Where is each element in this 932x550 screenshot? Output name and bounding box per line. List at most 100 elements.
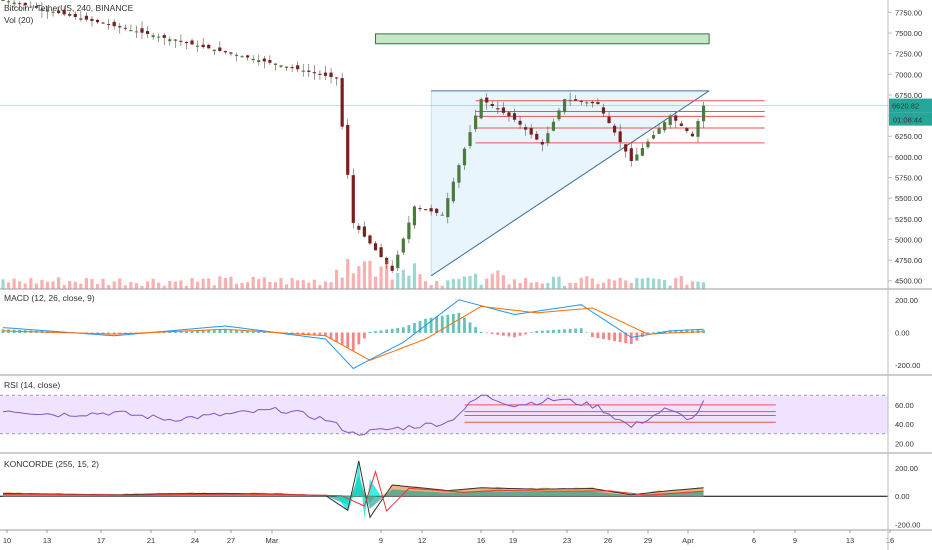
candle[interactable]: [696, 120, 700, 137]
candle[interactable]: [646, 141, 650, 148]
candle[interactable]: [468, 132, 472, 147]
candle[interactable]: [268, 60, 272, 63]
candle[interactable]: [407, 222, 411, 240]
candle[interactable]: [112, 21, 116, 27]
price-pane[interactable]: 4500.00 4750.00 5000.00 5250.00 5500.00 5750.…: [0, 0, 932, 289]
candle[interactable]: [229, 52, 233, 54]
candle[interactable]: [168, 39, 172, 42]
candle[interactable]: [557, 110, 561, 120]
candle[interactable]: [357, 225, 361, 230]
candle[interactable]: [201, 44, 205, 48]
candle[interactable]: [246, 55, 250, 58]
candle[interactable]: [546, 133, 550, 143]
candle[interactable]: [129, 30, 133, 32]
candle[interactable]: [251, 58, 255, 61]
candle[interactable]: [84, 15, 88, 20]
candle[interactable]: [307, 70, 311, 72]
candle[interactable]: [385, 257, 389, 264]
candle[interactable]: [701, 105, 706, 122]
candle[interactable]: [474, 115, 478, 130]
candle[interactable]: [479, 99, 483, 119]
candle[interactable]: [296, 65, 300, 70]
candle[interactable]: [651, 135, 656, 139]
candle[interactable]: [312, 72, 316, 74]
candle[interactable]: [624, 144, 628, 152]
candle[interactable]: [257, 60, 261, 63]
candle[interactable]: [657, 128, 661, 134]
candle[interactable]: [462, 148, 467, 166]
candle[interactable]: [390, 265, 394, 271]
candle[interactable]: [401, 238, 405, 253]
candle[interactable]: [496, 108, 500, 110]
candle[interactable]: [585, 102, 589, 104]
candle[interactable]: [601, 107, 606, 114]
candle[interactable]: [173, 39, 177, 41]
candle[interactable]: [134, 31, 139, 33]
candle[interactable]: [273, 63, 278, 65]
candle[interactable]: [179, 40, 183, 42]
candle[interactable]: [218, 47, 222, 51]
candle[interactable]: [663, 122, 667, 131]
candle[interactable]: [574, 99, 578, 101]
candle[interactable]: [301, 70, 305, 72]
koncorde-pane[interactable]: 200.00 0.00 -200.00: [0, 460, 920, 529]
candle[interactable]: [440, 214, 444, 216]
candle[interactable]: [685, 128, 689, 132]
candle[interactable]: [1, 0, 5, 1]
candle[interactable]: [551, 121, 556, 131]
candle[interactable]: [12, 2, 16, 5]
koncorde-ma-line[interactable]: [3, 469, 704, 512]
candle[interactable]: [101, 22, 105, 24]
candle[interactable]: [418, 208, 422, 210]
candle[interactable]: [240, 56, 244, 58]
candle[interactable]: [51, 11, 55, 13]
candle[interactable]: [368, 235, 372, 244]
candle[interactable]: [45, 10, 50, 12]
candle[interactable]: [396, 254, 400, 269]
supply-zone[interactable]: [375, 33, 710, 45]
candle[interactable]: [518, 120, 522, 125]
candle[interactable]: [674, 115, 678, 121]
candle[interactable]: [290, 67, 294, 69]
candle[interactable]: [429, 208, 433, 212]
rsi-pane[interactable]: 60.00 40.00 20.00: [0, 394, 914, 448]
rsi-line[interactable]: [2, 394, 705, 436]
candle[interactable]: [329, 72, 333, 78]
candle[interactable]: [145, 31, 150, 34]
candle[interactable]: [318, 73, 322, 75]
candle[interactable]: [379, 247, 383, 258]
candle[interactable]: [507, 112, 511, 117]
candle[interactable]: [579, 100, 583, 102]
candle[interactable]: [57, 10, 61, 14]
candle[interactable]: [123, 27, 127, 29]
candle[interactable]: [446, 198, 450, 218]
candle[interactable]: [95, 19, 100, 23]
candle[interactable]: [362, 226, 366, 237]
candle[interactable]: [107, 24, 111, 26]
candle[interactable]: [524, 127, 528, 130]
candle[interactable]: [668, 115, 672, 126]
candle[interactable]: [340, 78, 344, 127]
candle[interactable]: [690, 133, 695, 137]
candle[interactable]: [679, 123, 683, 126]
candle[interactable]: [212, 49, 216, 52]
candle[interactable]: [501, 107, 505, 113]
candle[interactable]: [535, 133, 539, 140]
candle[interactable]: [529, 128, 533, 135]
candle[interactable]: [540, 141, 544, 145]
candle[interactable]: [640, 148, 644, 156]
candle[interactable]: [607, 116, 611, 124]
time-axis[interactable]: 10 13 17 21 24 27 Mar 9 12 16 19 23 26 29 Apr 6 9 13 16: [3, 530, 894, 545]
candle[interactable]: [346, 124, 350, 175]
candle[interactable]: [423, 209, 428, 211]
candle[interactable]: [140, 28, 144, 33]
candle[interactable]: [351, 175, 355, 223]
candle[interactable]: [90, 18, 94, 21]
candle[interactable]: [629, 148, 633, 162]
candle[interactable]: [323, 72, 328, 76]
candle[interactable]: [613, 125, 617, 133]
candle[interactable]: [184, 42, 189, 44]
macd-pane[interactable]: 200.00 0.00 -200.00: [1, 296, 921, 370]
candle[interactable]: [562, 99, 567, 113]
